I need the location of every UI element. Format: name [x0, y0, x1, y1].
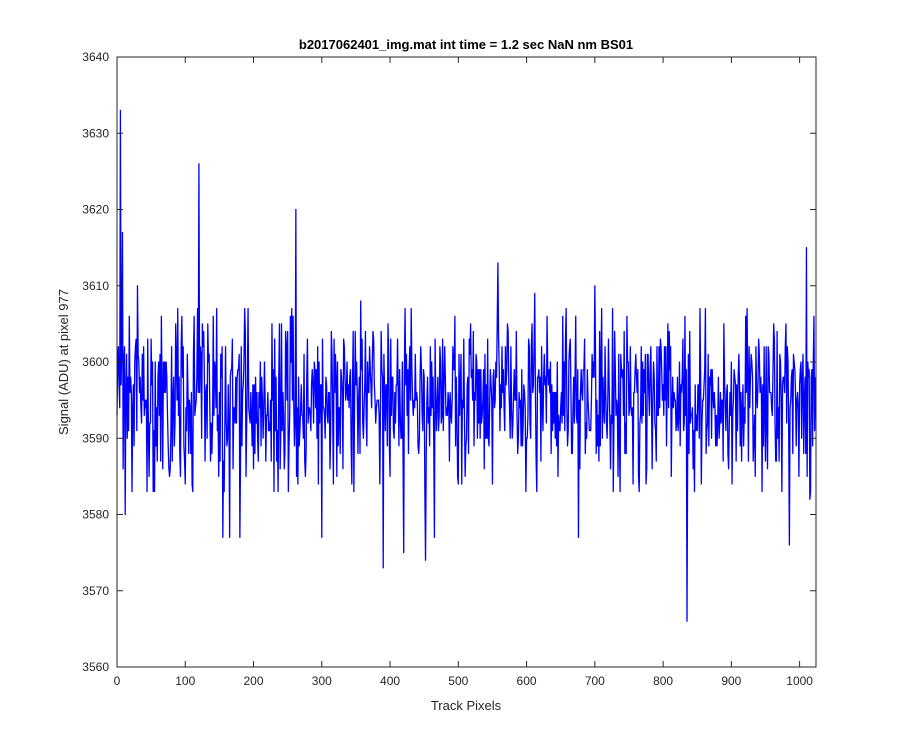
y-tick-label: 3560: [82, 660, 109, 674]
y-axis-label: Signal (ADU) at pixel 977: [56, 289, 71, 435]
x-tick-label: 500: [448, 674, 468, 688]
x-tick-label: 800: [653, 674, 673, 688]
x-tick-label: 100: [175, 674, 195, 688]
y-tick-label: 3630: [82, 126, 109, 140]
y-tick-label: 3620: [82, 203, 109, 217]
signal-series-line: [116, 109, 816, 622]
y-tick-label: 3610: [82, 279, 109, 293]
x-tick-label: 600: [517, 674, 537, 688]
y-tick-label: 3590: [82, 431, 109, 445]
y-tick-label: 3640: [82, 50, 109, 64]
y-axis-ticks: 3560 3570 3580 3590 3600 3610 3620 3630 3640: [82, 50, 816, 674]
x-tick-label: 400: [380, 674, 400, 688]
x-tick-label: 300: [312, 674, 332, 688]
x-tick-label: 900: [721, 674, 741, 688]
y-tick-label: 3600: [82, 355, 109, 369]
chart-title: b2017062401_img.mat int time = 1.2 sec N…: [299, 37, 633, 52]
series-layer: [116, 109, 816, 622]
y-tick-label: 3570: [82, 584, 109, 598]
x-axis-label: Track Pixels: [431, 698, 502, 713]
x-tick-label: 700: [585, 674, 605, 688]
x-tick-label: 1000: [786, 674, 813, 688]
x-axis-ticks: 0 100 200 300 400 500 600 700 800 900 1000: [114, 57, 813, 688]
y-tick-label: 3580: [82, 508, 109, 522]
x-tick-label: 0: [114, 674, 121, 688]
x-tick-label: 200: [244, 674, 264, 688]
